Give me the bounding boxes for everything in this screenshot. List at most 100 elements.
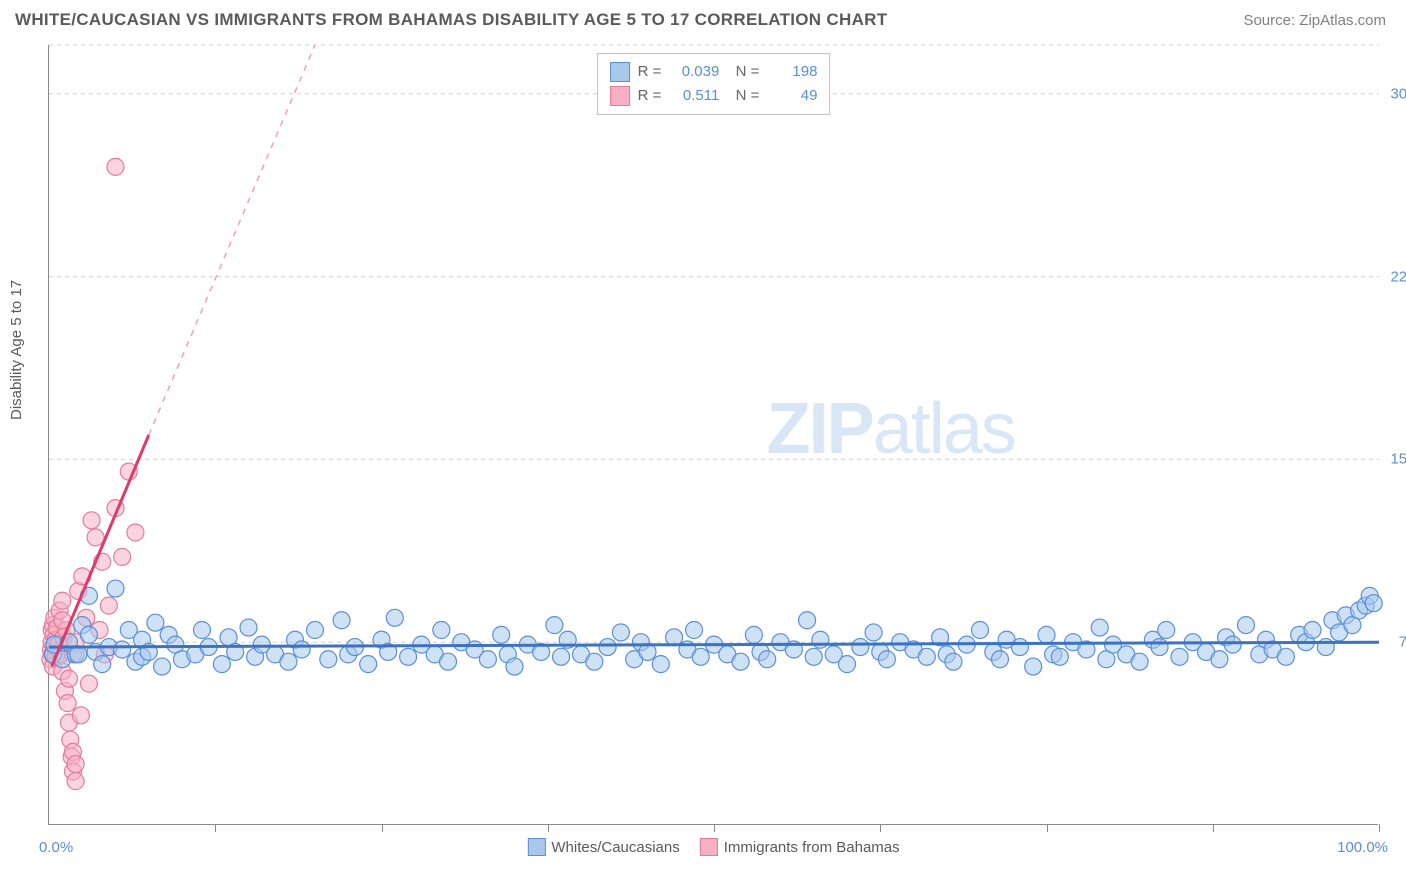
scatter-point-whites bbox=[945, 653, 962, 670]
chart-title: WHITE/CAUCASIAN VS IMMIGRANTS FROM BAHAM… bbox=[15, 10, 887, 30]
legend-item: Immigrants from Bahamas bbox=[700, 838, 900, 856]
y-tick-label: 22.5% bbox=[1390, 268, 1406, 285]
stats-n-value: 49 bbox=[767, 84, 817, 108]
scatter-point-whites bbox=[1277, 648, 1294, 665]
legend-swatch bbox=[700, 838, 718, 856]
scatter-point-whites bbox=[805, 648, 822, 665]
scatter-point-whites bbox=[400, 648, 417, 665]
plot-area: ZIPatlas 7.5%15.0%22.5%30.0% 0.0% 100.0%… bbox=[48, 45, 1378, 825]
scatter-point-bahamas bbox=[114, 548, 131, 565]
x-tick bbox=[1213, 824, 1214, 832]
scatter-point-whites bbox=[506, 658, 523, 675]
scatter-point-whites bbox=[307, 622, 324, 639]
scatter-point-whites bbox=[991, 651, 1008, 668]
stats-row: R = 0.039 N = 198 bbox=[610, 60, 818, 84]
scatter-point-whites bbox=[1011, 639, 1028, 656]
scatter-point-whites bbox=[732, 653, 749, 670]
legend-label: Whites/Caucasians bbox=[551, 839, 679, 856]
stats-swatch bbox=[610, 86, 630, 106]
scatter-point-whites bbox=[154, 658, 171, 675]
scatter-point-whites bbox=[972, 622, 989, 639]
scatter-point-bahamas bbox=[83, 512, 100, 529]
x-tick bbox=[1379, 824, 1380, 832]
stats-r-label: R = bbox=[638, 84, 662, 108]
scatter-point-whites bbox=[333, 612, 350, 629]
source-attribution: Source: ZipAtlas.com bbox=[1243, 12, 1386, 29]
scatter-point-bahamas bbox=[100, 597, 117, 614]
scatter-point-whites bbox=[799, 612, 816, 629]
scatter-point-whites bbox=[1091, 619, 1108, 636]
scatter-point-bahamas bbox=[127, 524, 144, 541]
scatter-point-whites bbox=[240, 619, 257, 636]
scatter-point-whites bbox=[652, 656, 669, 673]
scatter-point-whites bbox=[878, 651, 895, 668]
scatter-point-whites bbox=[759, 651, 776, 668]
stats-n-value: 198 bbox=[767, 60, 817, 84]
stats-r-label: R = bbox=[638, 60, 662, 84]
scatter-point-whites bbox=[918, 648, 935, 665]
y-tick-label: 7.5% bbox=[1399, 634, 1406, 651]
stats-row: R = 0.511 N = 49 bbox=[610, 84, 818, 108]
scatter-point-whites bbox=[1151, 639, 1168, 656]
chart-header: WHITE/CAUCASIAN VS IMMIGRANTS FROM BAHAM… bbox=[0, 0, 1406, 35]
scatter-point-whites bbox=[147, 614, 164, 631]
scatter-point-whites bbox=[193, 622, 210, 639]
stats-swatch bbox=[610, 62, 630, 82]
x-axis-min-label: 0.0% bbox=[39, 839, 73, 856]
scatter-point-whites bbox=[213, 656, 230, 673]
scatter-point-whites bbox=[686, 622, 703, 639]
scatter-point-whites bbox=[80, 626, 97, 643]
scatter-point-bahamas bbox=[72, 707, 89, 724]
stats-n-label: N = bbox=[727, 60, 759, 84]
scatter-point-bahamas bbox=[54, 592, 71, 609]
scatter-point-whites bbox=[1365, 595, 1382, 612]
scatter-point-whites bbox=[1131, 653, 1148, 670]
stats-legend-box: R = 0.039 N = 198R = 0.511 N = 49 bbox=[597, 53, 831, 115]
stats-r-value: 0.511 bbox=[669, 84, 719, 108]
trend-line-bahamas-extrapolated bbox=[149, 45, 315, 435]
x-tick bbox=[714, 824, 715, 832]
scatter-point-whites bbox=[1051, 648, 1068, 665]
x-tick bbox=[382, 824, 383, 832]
x-tick bbox=[548, 824, 549, 832]
y-tick-label: 15.0% bbox=[1390, 451, 1406, 468]
scatter-point-whites bbox=[1158, 622, 1175, 639]
scatter-point-whites bbox=[1238, 617, 1255, 634]
scatter-point-bahamas bbox=[67, 773, 84, 790]
scatter-point-whites bbox=[479, 651, 496, 668]
scatter-point-whites bbox=[1211, 651, 1228, 668]
scatter-point-bahamas bbox=[60, 670, 77, 687]
legend-item: Whites/Caucasians bbox=[527, 838, 679, 856]
scatter-point-whites bbox=[865, 624, 882, 641]
scatter-point-whites bbox=[1304, 622, 1321, 639]
scatter-point-whites bbox=[386, 609, 403, 626]
stats-n-label: N = bbox=[727, 84, 759, 108]
legend-swatch bbox=[527, 838, 545, 856]
x-tick bbox=[215, 824, 216, 832]
scatter-point-whites bbox=[107, 580, 124, 597]
bottom-legend: Whites/Caucasians Immigrants from Bahamas bbox=[527, 838, 899, 856]
x-axis-max-label: 100.0% bbox=[1337, 839, 1388, 856]
scatter-point-whites bbox=[280, 653, 297, 670]
scatter-point-whites bbox=[320, 651, 337, 668]
scatter-point-whites bbox=[1224, 636, 1241, 653]
scatter-point-whites bbox=[852, 639, 869, 656]
scatter-point-whites bbox=[440, 653, 457, 670]
scatter-point-whites bbox=[360, 656, 377, 673]
scatter-point-whites bbox=[433, 622, 450, 639]
scatter-point-whites bbox=[692, 648, 709, 665]
x-tick bbox=[880, 824, 881, 832]
stats-r-value: 0.039 bbox=[669, 60, 719, 84]
legend-label: Immigrants from Bahamas bbox=[724, 839, 900, 856]
scatter-point-bahamas bbox=[87, 529, 104, 546]
scatter-point-bahamas bbox=[59, 695, 76, 712]
scatter-point-whites bbox=[293, 641, 310, 658]
scatter-point-whites bbox=[586, 653, 603, 670]
scatter-point-whites bbox=[612, 624, 629, 641]
scatter-point-whites bbox=[745, 626, 762, 643]
x-tick bbox=[1047, 824, 1048, 832]
scatter-point-whites bbox=[493, 626, 510, 643]
scatter-point-bahamas bbox=[67, 756, 84, 773]
y-tick-label: 30.0% bbox=[1390, 85, 1406, 102]
scatter-point-bahamas bbox=[80, 675, 97, 692]
